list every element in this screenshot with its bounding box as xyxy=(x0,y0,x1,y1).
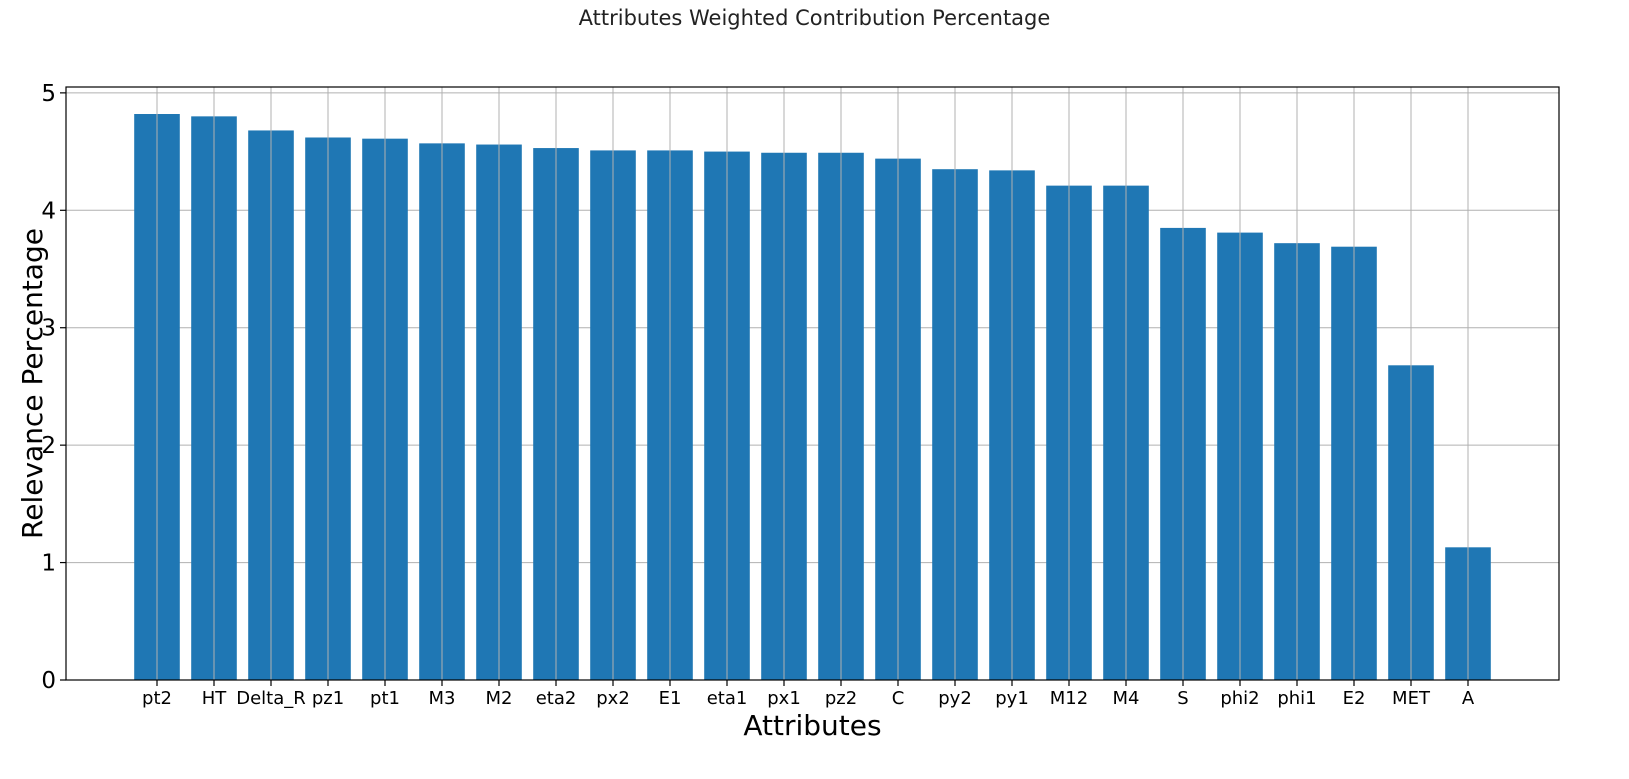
bar-layer xyxy=(134,114,1491,681)
x-tick-label: M3 xyxy=(429,688,456,709)
plot-frame xyxy=(65,86,1560,681)
x-tick-label: C xyxy=(892,688,905,709)
x-tick-label: pt1 xyxy=(370,688,400,709)
x-tick-label: HT xyxy=(202,688,228,709)
y-ticks: 0 1 2 3 4 5 xyxy=(41,81,66,694)
x-tick-label: E1 xyxy=(659,688,682,709)
x-tick-label: pt2 xyxy=(142,688,172,709)
x-tick-label: py2 xyxy=(938,688,972,709)
x-tick-label: Delta_R xyxy=(236,688,306,709)
x-tick-label: eta1 xyxy=(707,688,748,709)
x-tick-label: S xyxy=(1177,688,1188,709)
x-tick-label: px1 xyxy=(767,688,801,709)
chart-title: Attributes Weighted Contribution Percent… xyxy=(578,6,1051,30)
x-tick-label: phi1 xyxy=(1277,688,1316,709)
x-grid-layer xyxy=(156,87,1469,680)
x-tick-label: pz1 xyxy=(312,688,344,709)
y-tick-label: 4 xyxy=(41,198,56,224)
x-tick-label: MET xyxy=(1392,688,1431,709)
x-tick-label: M4 xyxy=(1113,688,1140,709)
x-tick-label: E2 xyxy=(1343,688,1366,709)
x-tick-label: px2 xyxy=(596,688,630,709)
y-tick-label: 0 xyxy=(41,668,56,694)
x-tick-label: pz2 xyxy=(825,688,857,709)
y-axis-label: Relevance Percentage xyxy=(16,228,49,539)
x-tick-label: M12 xyxy=(1050,688,1088,709)
x-tick-label: M2 xyxy=(486,688,513,709)
x-tick-label: A xyxy=(1462,688,1475,709)
x-ticks: pt2 HT Delta_R pz1 pt1 M3 M2 eta2 px2 E1 eta1 px1 pz… xyxy=(142,680,1475,709)
y-tick-label: 2 xyxy=(41,433,56,459)
x-tick-label: eta2 xyxy=(536,688,577,709)
x-tick-label: py1 xyxy=(995,688,1029,709)
y-tick-label: 5 xyxy=(41,81,56,107)
x-axis-label: Attributes xyxy=(743,709,881,742)
y-tick-label: 3 xyxy=(41,316,56,342)
x-tick-label: phi2 xyxy=(1220,688,1259,709)
y-tick-label: 1 xyxy=(41,551,56,577)
